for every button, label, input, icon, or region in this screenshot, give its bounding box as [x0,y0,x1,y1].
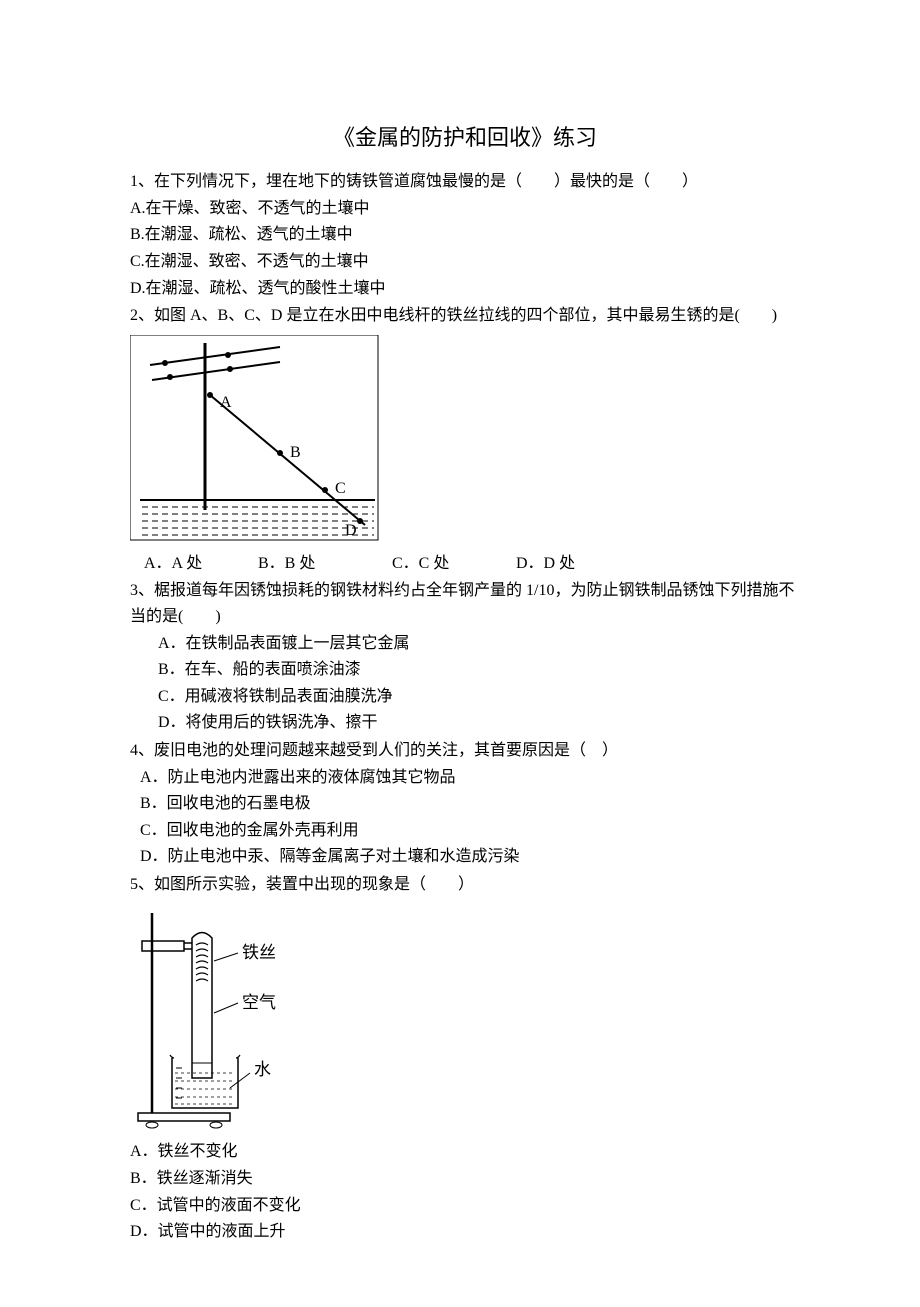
q3-option-b: B．在车、船的表面喷涂油漆 [158,657,800,683]
q2-opt-c: C．C 处 [392,551,512,577]
q2-label-c: C [335,480,346,497]
q3-option-c: C．用碱液将铁制品表面油膜洗净 [158,684,800,710]
q2-options-row: A．A 处 B．B 处 C．C 处 D．D 处 [144,551,800,577]
q2-opt-d: D．D 处 [516,551,575,577]
q4-option-b: B．回收电池的石墨电极 [140,791,800,817]
q4-option-c: C．回收电池的金属外壳再利用 [140,818,800,844]
q3-option-d: D．将使用后的铁锅洗净、擦干 [158,710,800,736]
question-4: 4、废旧电池的处理问题越来越受到人们的关注，其首要原因是（ ） A．防止电池内泄… [130,738,800,870]
question-1: 1、在下列情况下，埋在地下的铸铁管道腐蚀最慢的是（ ）最快的是（ ） A.在干燥… [130,169,800,301]
q4-stem: 4、废旧电池的处理问题越来越受到人们的关注，其首要原因是（ ） [130,738,800,764]
q5-option-d: D．试管中的液面上升 [130,1219,800,1245]
q2-opt-a: A．A 处 [144,551,254,577]
question-3: 3、椐报道每年因锈蚀损耗的钢铁材料约占全年钢产量的 1/10，为防止钢铁制品锈蚀… [130,578,800,736]
q1-option-d: D.在潮湿、疏松、透气的酸性土壤中 [130,276,800,302]
question-5: 5、如图所示实验，装置中出现的现象是（ ） [130,872,800,1245]
q5-label-wire: 铁丝 [242,943,276,962]
q2-opt-b: B．B 处 [258,551,388,577]
q1-option-b: B.在潮湿、疏松、透气的土壤中 [130,222,800,248]
q2-stem: 2、如图 A、B、C、D 是立在水田中电线杆的铁丝拉线的四个部位，其中最易生锈的… [130,303,800,329]
q5-label-air: 空气 [242,993,276,1012]
q5-option-b: B．铁丝逐渐消失 [130,1166,800,1192]
q5-stem: 5、如图所示实验，装置中出现的现象是（ ） [130,872,800,898]
q1-option-a: A.在干燥、致密、不透气的土壤中 [130,196,800,222]
q5-option-c: C．试管中的液面不变化 [130,1193,800,1219]
page-title: 《金属的防护和回收》练习 [130,120,800,155]
q2-label-a: A [220,394,232,411]
q2-label-b: B [290,444,301,461]
q5-label-water: 水 [254,1060,271,1079]
q1-stem: 1、在下列情况下，埋在地下的铸铁管道腐蚀最慢的是（ ）最快的是（ ） [130,169,800,195]
q4-option-a: A．防止电池内泄露出来的液体腐蚀其它物品 [140,765,800,791]
q4-option-d: D．防止电池中汞、隔等金属离子对土壤和水造成污染 [140,844,800,870]
q2-figure: A B C D [130,335,800,545]
q2-label-d: D [345,522,357,539]
q3-stem: 3、椐报道每年因锈蚀损耗的钢铁材料约占全年钢产量的 1/10，为防止钢铁制品锈蚀… [130,578,800,629]
q5-figure: 铁丝 空气 水 [130,903,800,1133]
q5-option-a: A．铁丝不变化 [130,1139,800,1165]
q3-option-a: A．在铁制品表面镀上一层其它金属 [158,631,800,657]
q1-option-c: C.在潮湿、致密、不透气的土壤中 [130,249,800,275]
question-2: 2、如图 A、B、C、D 是立在水田中电线杆的铁丝拉线的四个部位，其中最易生锈的… [130,303,800,576]
